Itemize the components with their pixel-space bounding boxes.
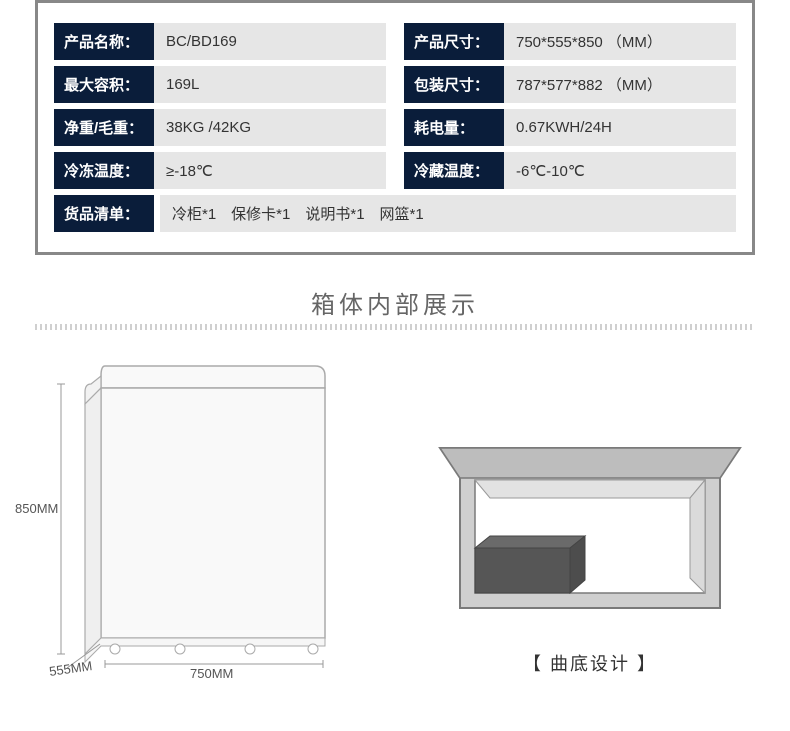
spec-value: 169L xyxy=(154,66,386,103)
section-title: 箱体内部展示 xyxy=(0,285,790,320)
spec-label: 产品尺寸： xyxy=(404,23,504,60)
spec-value: 0.67KWH/24H xyxy=(504,109,736,146)
freezer-diagram: 850MM 555MM 750MM xyxy=(25,346,385,676)
spec-row: 产品名称： BC/BD169 产品尺寸： 750*555*850 （MM） xyxy=(54,23,736,60)
diagram-row: 850MM 555MM 750MM 【 曲底设计 】 xyxy=(0,346,790,676)
spec-label: 最大容积： xyxy=(54,66,154,103)
cutaway-svg xyxy=(420,408,760,638)
cutaway-caption: 【 曲底设计 】 xyxy=(523,650,657,676)
spec-container: 产品名称： BC/BD169 产品尺寸： 750*555*850 （MM） 最大… xyxy=(35,0,755,255)
spec-value: BC/BD169 xyxy=(154,23,386,60)
spec-row: 净重/毛重： 38KG /42KG 耗电量： 0.67KWH/24H xyxy=(54,109,736,146)
spec-label: 冷藏温度： xyxy=(404,152,504,189)
spec-label: 净重/毛重： xyxy=(54,109,154,146)
spec-value: 787*577*882 （MM） xyxy=(504,66,736,103)
spec-row: 冷冻温度： ≥-18℃ 冷藏温度： -6℃-10℃ xyxy=(54,152,736,189)
spec-label: 冷冻温度： xyxy=(54,152,154,189)
spec-label: 产品名称： xyxy=(54,23,154,60)
dim-height: 850MM xyxy=(15,501,58,516)
spec-label: 货品清单： xyxy=(54,195,154,232)
spec-value: ≥-18℃ xyxy=(154,152,386,189)
spec-value: 冷柜*1 保修卡*1 说明书*1 网篮*1 xyxy=(160,195,736,232)
cutaway-diagram: 【 曲底设计 】 xyxy=(415,408,765,676)
dim-width: 750MM xyxy=(190,666,233,681)
spec-table: 产品名称： BC/BD169 产品尺寸： 750*555*850 （MM） 最大… xyxy=(54,23,736,232)
spec-value: 750*555*850 （MM） xyxy=(504,23,736,60)
divider xyxy=(35,324,755,330)
spec-value: 38KG /42KG xyxy=(154,109,386,146)
freezer-svg xyxy=(25,346,385,676)
spec-row: 最大容积： 169L 包装尺寸： 787*577*882 （MM） xyxy=(54,66,736,103)
spec-label: 包装尺寸： xyxy=(404,66,504,103)
spec-row-full: 货品清单： 冷柜*1 保修卡*1 说明书*1 网篮*1 xyxy=(54,195,736,232)
spec-label: 耗电量： xyxy=(404,109,504,146)
spec-value: -6℃-10℃ xyxy=(504,152,736,189)
